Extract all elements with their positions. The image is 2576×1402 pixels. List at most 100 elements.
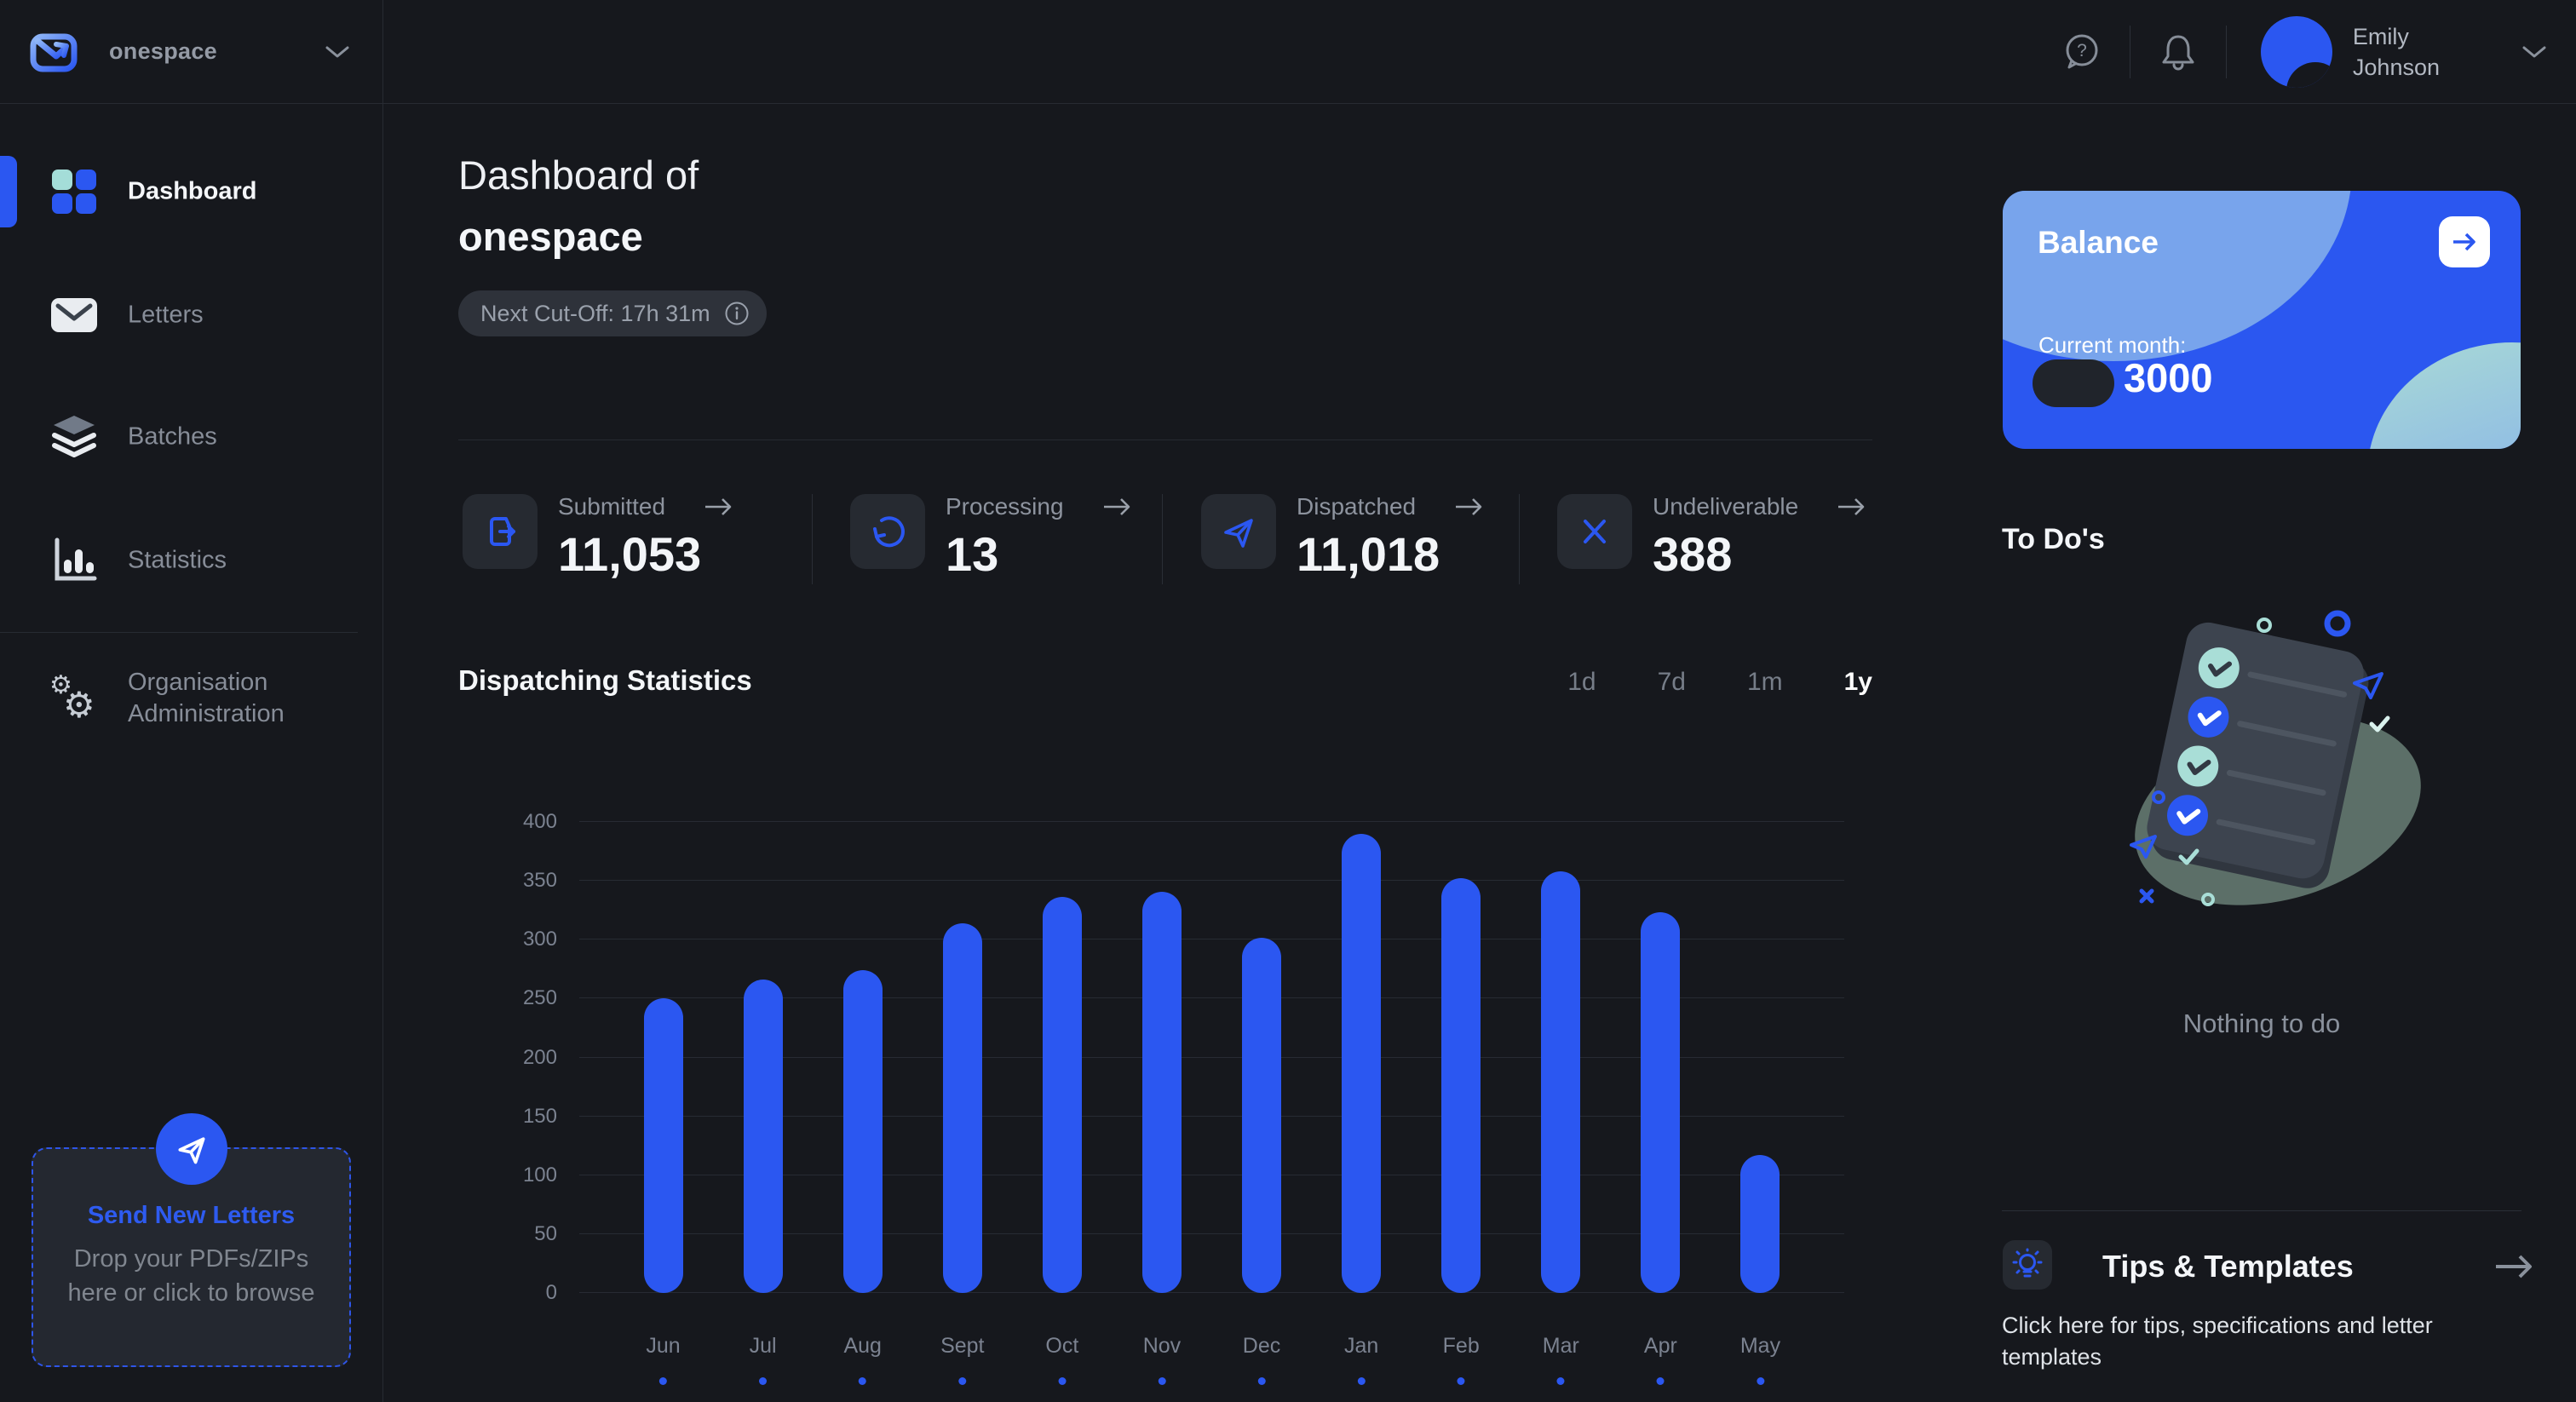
sidebar-item-label: Letters <box>128 301 204 329</box>
bar-Jun <box>643 998 683 1293</box>
card-decor-blob <box>2367 342 2521 449</box>
submitted-document-icon <box>463 494 538 569</box>
bar-Mar <box>1541 871 1581 1293</box>
gears-icon: ⚙ ⚙ <box>49 671 95 725</box>
help-icon: ? <box>2066 34 2098 68</box>
todos-empty-message: Nothing to do <box>2182 1008 2341 1038</box>
cutoff-badge: Next Cut-Off: 17h 31m <box>458 290 767 336</box>
sidebar: Dashboard Letters Batches <box>0 104 383 1402</box>
arrow-right-icon <box>2453 233 2475 251</box>
todos-empty-illustration <box>2130 610 2421 906</box>
month-dot <box>859 1377 867 1385</box>
x-axis-category: Nov <box>1143 1334 1181 1385</box>
month-dot <box>759 1377 768 1385</box>
brand-switcher[interactable]: onespace <box>0 0 383 103</box>
sidebar-item-organisation-administration[interactable]: ⚙ ⚙ Organisation Administration <box>0 660 382 737</box>
avatar[interactable] <box>2260 15 2332 88</box>
x-axis-label: Apr <box>1643 1334 1677 1358</box>
x-axis-category: Feb <box>1443 1334 1480 1385</box>
x-axis-category: Jun <box>646 1334 681 1385</box>
brand-chevron-down-icon[interactable] <box>325 44 350 60</box>
tips-arrow-link[interactable] <box>2493 1252 2537 1281</box>
x-axis-category: Jan <box>1344 1334 1378 1385</box>
month-dot <box>1257 1377 1266 1385</box>
svg-text:?: ? <box>2077 41 2087 60</box>
sidebar-item-label: Organisation Administration <box>128 669 285 727</box>
month-dot <box>1058 1377 1067 1385</box>
info-icon[interactable] <box>724 301 750 326</box>
tips-title: Tips & Templates <box>2102 1249 2354 1284</box>
send-new-letters-dropzone[interactable]: Send New Letters Drop your PDFs/ZIPs her… <box>32 1113 351 1367</box>
bar-Nov <box>1141 891 1182 1293</box>
top-actions: ? Emily Johnson <box>2060 0 2576 103</box>
y-axis-tick: 300 <box>522 928 557 951</box>
y-axis-tick: 100 <box>522 1163 557 1187</box>
x-axis-category: Oct <box>1045 1334 1078 1385</box>
bar-Oct <box>1042 897 1082 1293</box>
sidebar-item-batches[interactable]: Batches <box>0 399 382 475</box>
envelope-icon <box>49 290 99 340</box>
stat-divider <box>1162 494 1163 584</box>
bar-Apr <box>1641 912 1681 1293</box>
brand-name: onespace <box>109 38 217 64</box>
gridline <box>579 880 1844 882</box>
stat-label: Dispatched <box>1297 493 1417 520</box>
range-7d[interactable]: 7d <box>1657 668 1686 696</box>
x-axis-category: May <box>1740 1334 1780 1385</box>
x-axis-label: Dec <box>1242 1334 1281 1358</box>
x-axis-label: Jun <box>646 1334 681 1358</box>
sidebar-item-dashboard[interactable]: Dashboard <box>0 153 382 230</box>
user-last-name: Johnson <box>2352 54 2440 80</box>
chart-range-toggle: 1d 7d 1m 1y <box>1475 668 1872 697</box>
month-dot <box>1357 1377 1366 1385</box>
month-dot <box>1756 1377 1764 1385</box>
lightbulb-icon <box>2012 1248 2043 1278</box>
x-axis-label: Oct <box>1045 1334 1079 1358</box>
y-axis-tick: 200 <box>522 1045 557 1069</box>
chart-plot: 0 50 100 150 200 250 300 350 400 <box>523 812 1844 1303</box>
gridline <box>579 1292 1844 1293</box>
paper-plane-icon <box>177 1137 205 1164</box>
range-1m[interactable]: 1m <box>1746 668 1783 696</box>
stat-label: Undeliverable <box>1653 493 1799 520</box>
y-axis-tick: 250 <box>522 986 557 1010</box>
x-axis-label: Nov <box>1142 1334 1182 1358</box>
x-axis-label: Sept <box>940 1334 985 1358</box>
x-axis-label: Jan <box>1343 1334 1379 1358</box>
help-button[interactable]: ? <box>2060 30 2104 74</box>
cutoff-label: Next Cut-Off: 17h 31m <box>480 300 710 326</box>
stat-arrow-link[interactable] <box>703 496 737 518</box>
bar-chart-icon <box>49 536 99 585</box>
y-axis-tick: 150 <box>522 1104 557 1128</box>
page-title-prefix: Dashboard of <box>458 152 699 198</box>
stat-arrow-link[interactable] <box>1836 496 1870 518</box>
layers-icon <box>49 412 99 462</box>
range-1d[interactable]: 1d <box>1567 668 1596 696</box>
stat-arrow-link[interactable] <box>1453 496 1487 518</box>
balance-amount: 3000 <box>2124 355 2213 400</box>
stat-divider <box>1519 494 1520 584</box>
active-indicator <box>0 156 17 227</box>
processing-refresh-icon <box>850 494 925 569</box>
stat-arrow-link[interactable] <box>1101 496 1136 518</box>
user-menu-chevron-down-icon[interactable] <box>2521 44 2547 60</box>
bar-Sept <box>942 922 982 1293</box>
balance-open-button[interactable] <box>2439 216 2490 267</box>
bar-Feb <box>1441 878 1481 1293</box>
chart-months: Jun Jul Aug Sept Oct Nov Dec Jan Feb Mar Apr May <box>613 1334 1810 1402</box>
sidebar-item-statistics[interactable]: Statistics <box>0 522 382 599</box>
current-month-label: Current month: <box>2038 332 2187 358</box>
x-axis-category: Dec <box>1243 1334 1280 1385</box>
sidebar-item-letters[interactable]: Letters <box>0 277 382 353</box>
top-bar: onespace ? <box>0 0 2576 104</box>
bar-Jan <box>1342 833 1382 1293</box>
stat-divider <box>812 494 813 584</box>
stat-value: 11,053 <box>558 527 702 581</box>
x-axis-category: Sept <box>940 1334 985 1385</box>
sidebar-item-label: Batches <box>128 422 217 451</box>
bar-Jul <box>743 980 783 1293</box>
bars-container <box>613 822 1810 1293</box>
notifications-button[interactable] <box>2156 30 2200 74</box>
range-1y[interactable]: 1y <box>1843 668 1872 696</box>
